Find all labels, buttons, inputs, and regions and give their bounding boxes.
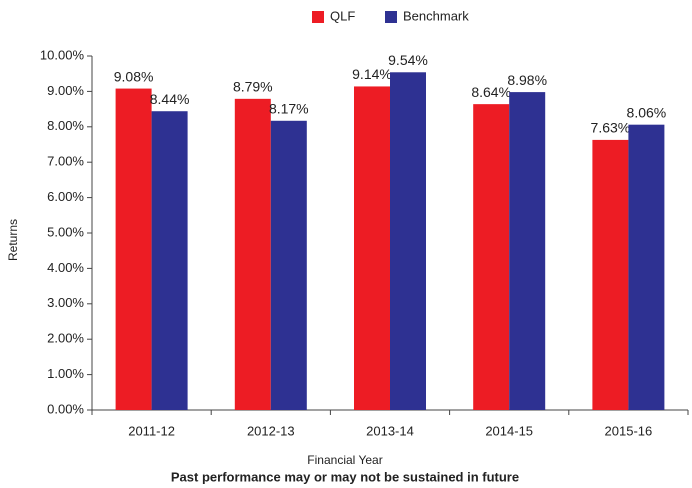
bar bbox=[509, 92, 546, 410]
bar bbox=[270, 120, 307, 411]
legend-swatch bbox=[385, 11, 397, 23]
value-label: 8.44% bbox=[150, 91, 190, 107]
value-label: 8.98% bbox=[507, 72, 547, 88]
y-tick-label: 7.00% bbox=[47, 154, 84, 169]
y-tick-label: 1.00% bbox=[47, 366, 84, 381]
y-tick-label: 0.00% bbox=[47, 401, 84, 416]
y-axis-label: Returns bbox=[6, 219, 20, 261]
bar bbox=[234, 98, 271, 411]
y-tick-label: 9.00% bbox=[47, 83, 84, 98]
y-tick-label: 4.00% bbox=[47, 260, 84, 275]
y-tick-label: 2.00% bbox=[47, 331, 84, 346]
bar bbox=[151, 111, 188, 410]
value-label: 9.08% bbox=[114, 68, 154, 84]
value-label: 7.63% bbox=[591, 120, 631, 136]
legend-swatch bbox=[312, 11, 324, 23]
x-tick-label: 2013-14 bbox=[366, 423, 414, 438]
y-tick-label: 8.00% bbox=[47, 118, 84, 133]
x-tick-label: 2015-16 bbox=[605, 423, 653, 438]
y-tick-label: 5.00% bbox=[47, 224, 84, 239]
footnote: Past performance may or may not be susta… bbox=[171, 469, 519, 484]
x-tick-label: 2014-15 bbox=[485, 423, 533, 438]
legend-label: QLF bbox=[330, 8, 355, 23]
x-tick-label: 2011-12 bbox=[128, 423, 175, 438]
x-tick-label: 2012-13 bbox=[247, 423, 295, 438]
y-tick-label: 3.00% bbox=[47, 295, 84, 310]
value-label: 9.14% bbox=[352, 66, 392, 82]
bar bbox=[473, 104, 510, 411]
bar bbox=[592, 139, 629, 410]
value-label: 8.06% bbox=[627, 104, 667, 120]
bar bbox=[115, 88, 152, 411]
bar bbox=[390, 72, 426, 410]
value-label: 8.64% bbox=[471, 84, 511, 100]
bar bbox=[354, 86, 390, 410]
x-axis-label: Financial Year bbox=[307, 453, 382, 467]
y-tick-label: 6.00% bbox=[47, 189, 84, 204]
value-label: 8.79% bbox=[233, 79, 273, 95]
value-label: 8.17% bbox=[269, 100, 309, 116]
legend-label: Benchmark bbox=[403, 8, 469, 23]
y-tick-label: 10.00% bbox=[40, 47, 85, 62]
value-label: 9.54% bbox=[388, 52, 428, 68]
bar bbox=[628, 124, 665, 411]
